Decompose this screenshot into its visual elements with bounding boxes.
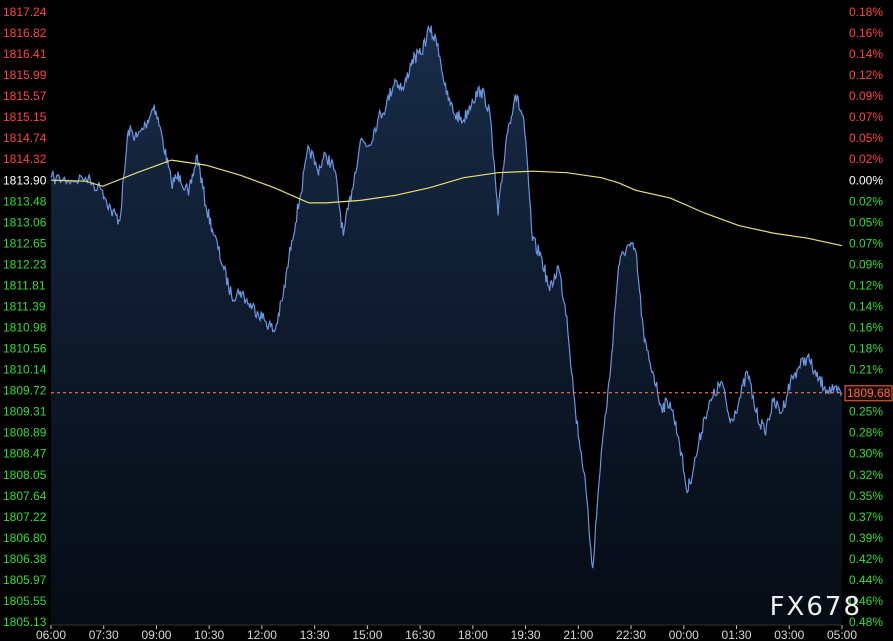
- average-line: [50, 159, 843, 247]
- y-right-tick-label: 0.09%: [849, 89, 883, 103]
- x-tick-label: 12:00: [247, 628, 277, 641]
- x-axis: 06:00 07:30 09:00 10:30 12:00 13:30 15:00 16:30…: [36, 624, 857, 641]
- y-left-tick-label: 1814.32: [3, 152, 47, 166]
- watermark-logo: FX678: [770, 592, 862, 622]
- y-right-tick-label: 0.07%: [849, 236, 883, 250]
- y-right-tick-label: 0.00%: [849, 173, 883, 187]
- y-left-tick-label: 1816.82: [3, 26, 47, 40]
- y-left-tick-label: 1810.14: [3, 363, 47, 377]
- x-tick-label: 03:00: [774, 628, 804, 641]
- y-left-tick-label: 1805.55: [3, 594, 47, 608]
- y-left-tick-label: 1810.56: [3, 342, 47, 356]
- x-tick-label: 00:00: [669, 628, 699, 641]
- price-area: [51, 25, 842, 625]
- y-left-tick-label: 1815.57: [3, 89, 47, 103]
- y-left-tick-label: 1808.05: [3, 468, 47, 482]
- y-right-tick-label: 0.37%: [849, 510, 883, 524]
- y-left-tick-label: 1814.74: [3, 131, 47, 145]
- x-tick-label: 13:30: [300, 628, 330, 641]
- y-left-tick-label: 1815.15: [3, 110, 47, 124]
- y-right-tick-label: 0.05%: [849, 215, 883, 229]
- price-line: [50, 24, 843, 569]
- y-right-tick-label: 0.18%: [849, 342, 883, 356]
- x-tick-label: 06:00: [36, 628, 66, 641]
- y-right-tick-label: 0.18%: [849, 5, 883, 19]
- y-right-tick-label: 0.12%: [849, 278, 883, 292]
- y-left-tick-label: 1805.13: [3, 615, 47, 629]
- y-right-tick-label: 0.44%: [849, 573, 883, 587]
- y-right-tick-label: 0.21%: [849, 363, 883, 377]
- y-left-tick-label: 1812.23: [3, 257, 47, 271]
- y-axis-right: 0.18% 0.16% 0.14% 0.12% 0.09% 0.07% 0.05% 0.02%…: [849, 5, 883, 629]
- y-right-tick-label: 0.14%: [849, 299, 883, 313]
- y-left-tick-label: 1808.47: [3, 447, 47, 461]
- last-price-box: [844, 385, 893, 402]
- y-right-tick-label: 0.07%: [849, 110, 883, 124]
- y-right-tick-label: 0.09%: [849, 257, 883, 271]
- y-right-tick-label: 0.39%: [849, 531, 883, 545]
- y-left-tick-label: 1815.99: [3, 68, 47, 82]
- x-tick-label: 09:00: [141, 628, 171, 641]
- y-right-tick-label: 0.25%: [849, 405, 883, 419]
- y-left-tick-label: 1811.81: [3, 278, 46, 292]
- x-tick-label: 15:00: [352, 628, 382, 641]
- y-left-tick-label: 1809.72: [3, 384, 47, 398]
- y-right-tick-label: 0.35%: [849, 489, 883, 503]
- y-left-tick-label: 1807.64: [3, 489, 47, 503]
- y-right-tick-label: 0.42%: [849, 552, 883, 566]
- y-axis-left: 1817.24 1816.82 1816.41 1815.99 1815.57 1815.…: [3, 5, 47, 629]
- x-tick-label: 18:00: [458, 628, 488, 641]
- x-tick-label: 21:00: [563, 628, 593, 641]
- y-left-tick-label: 1808.89: [3, 426, 47, 440]
- y-right-tick-label: 0.48%: [849, 615, 883, 629]
- y-left-tick-label: 1811.39: [3, 299, 46, 313]
- y-right-tick-label: 0.14%: [849, 47, 883, 61]
- x-tick-label: 05:00: [827, 628, 857, 641]
- x-tick-label: 10:30: [194, 628, 224, 641]
- x-tick-label: 16:30: [405, 628, 435, 641]
- y-right-tick-label: 0.02%: [849, 194, 883, 208]
- x-tick-label: 07:30: [89, 628, 119, 641]
- y-left-tick-label: 1806.80: [3, 531, 47, 545]
- y-left-tick-label: 1810.98: [3, 321, 47, 335]
- y-left-tick-label: 1813.06: [3, 215, 47, 229]
- x-tick-label: 01:30: [722, 628, 752, 641]
- x-tick-label: 19:30: [511, 628, 541, 641]
- last-price-label: 1809.68: [847, 386, 891, 400]
- y-right-tick-label: 0.46%: [849, 594, 883, 608]
- last-price-marker: 1809.68: [51, 385, 893, 402]
- y-left-tick-label: 1813.48: [3, 194, 47, 208]
- y-right-tick-label: 0.32%: [849, 468, 883, 482]
- y-left-tick-label: 1807.22: [3, 510, 47, 524]
- y-left-tick-label: 1806.38: [3, 552, 47, 566]
- y-left-tick-label: 1816.41: [3, 47, 47, 61]
- y-right-tick-label: 0.05%: [849, 131, 883, 145]
- price-area-fill: [51, 25, 842, 625]
- y-left-tick-label: 1812.65: [3, 236, 47, 250]
- y-right-tick-label: 0.16%: [849, 321, 883, 335]
- y-left-tick-label: 1817.24: [3, 5, 47, 19]
- y-right-tick-label: 0.30%: [849, 447, 883, 461]
- series-lines: [50, 24, 843, 569]
- y-right-tick-label: 0.16%: [849, 26, 883, 40]
- x-tick-label: 22:30: [616, 628, 646, 641]
- y-left-tick-label: 1813.90: [3, 173, 47, 187]
- y-right-tick-label: 0.28%: [849, 426, 883, 440]
- y-right-tick-label: 0.12%: [849, 68, 883, 82]
- y-left-tick-label: 1809.31: [3, 405, 47, 419]
- y-left-tick-label: 1805.97: [3, 573, 47, 587]
- y-right-tick-label: 0.02%: [849, 152, 883, 166]
